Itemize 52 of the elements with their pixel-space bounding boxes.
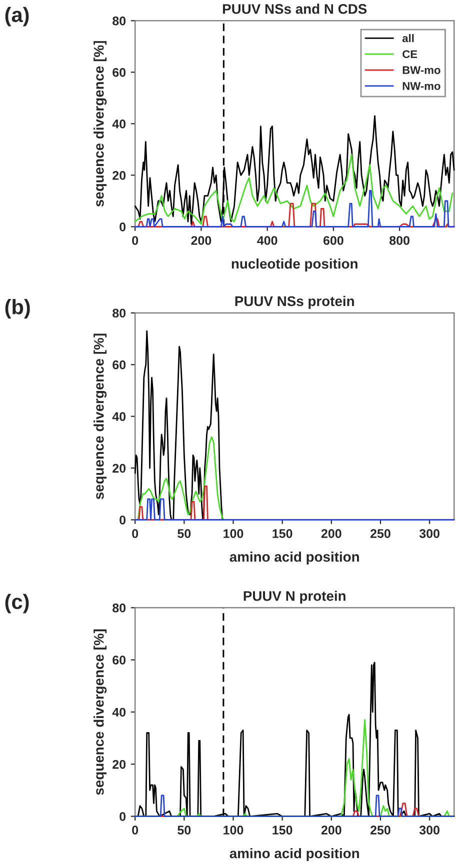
x-axis-title: nucleotide position (232, 258, 358, 272)
y-tick-label: 0 (120, 516, 126, 524)
chart-title: PUUV NSs and N CDS (222, 4, 367, 14)
x-axis-title: amino acid position (230, 848, 359, 862)
x-tick-label: 800 (390, 236, 410, 245)
x-tick-label: 100 (224, 529, 244, 538)
legend-label: BW-mo (402, 66, 440, 74)
y-tick-label: 80 (112, 604, 126, 612)
chart-title: PUUV N protein (244, 590, 346, 604)
y-tick-label: 20 (112, 760, 126, 769)
x-tick-label: 200 (321, 826, 342, 835)
x-tick-label: 300 (419, 529, 440, 538)
y-tick-label: 60 (112, 68, 126, 77)
x-tick-label: 600 (323, 236, 344, 245)
legend-label: NW-mo (402, 82, 440, 90)
y-tick-label: 40 (112, 120, 126, 128)
y-axis-title: sequence divergence [%] (94, 629, 107, 795)
x-tick-label: 0 (132, 826, 138, 835)
y-tick-label: 0 (120, 222, 126, 232)
chart-title: PUUV NSs protein (235, 296, 354, 309)
x-tick-label: 150 (272, 826, 292, 835)
legend-label: all (402, 34, 414, 42)
y-tick-label: 40 (112, 412, 126, 421)
y-tick-label: 0 (120, 812, 126, 821)
y-tick-label: 60 (112, 656, 126, 665)
x-tick-label: 200 (191, 236, 212, 245)
x-axis-title: amino acid position (230, 552, 359, 565)
x-tick-label: 150 (272, 529, 292, 538)
text: (b) (5, 299, 30, 318)
y-tick-label: 80 (112, 308, 126, 318)
y-tick-label: 20 (112, 171, 126, 180)
legend-label: CE (402, 50, 418, 58)
text: (c) (5, 594, 29, 614)
y-tick-label: 80 (112, 16, 126, 26)
x-tick-label: 100 (224, 826, 244, 835)
line-series (134, 154, 454, 225)
x-tick-label: 200 (321, 529, 342, 538)
y-tick-label: 60 (112, 360, 126, 370)
x-tick-label: 300 (419, 826, 440, 835)
x-tick-label: 250 (370, 529, 390, 538)
y-tick-label: 20 (112, 464, 126, 473)
x-tick-label: 0 (132, 529, 138, 538)
x-tick-label: 250 (370, 826, 390, 835)
x-tick-label: 50 (178, 826, 191, 835)
y-axis-title: sequence divergence [%] (94, 41, 107, 207)
y-tick-label: 40 (112, 708, 126, 717)
x-tick-label: 0 (132, 236, 138, 245)
x-tick-label: 50 (178, 529, 191, 538)
text: (a) (5, 6, 29, 26)
y-axis-title: sequence divergence [%] (94, 334, 107, 500)
line-series (134, 330, 224, 520)
x-tick-label: 400 (257, 236, 278, 245)
